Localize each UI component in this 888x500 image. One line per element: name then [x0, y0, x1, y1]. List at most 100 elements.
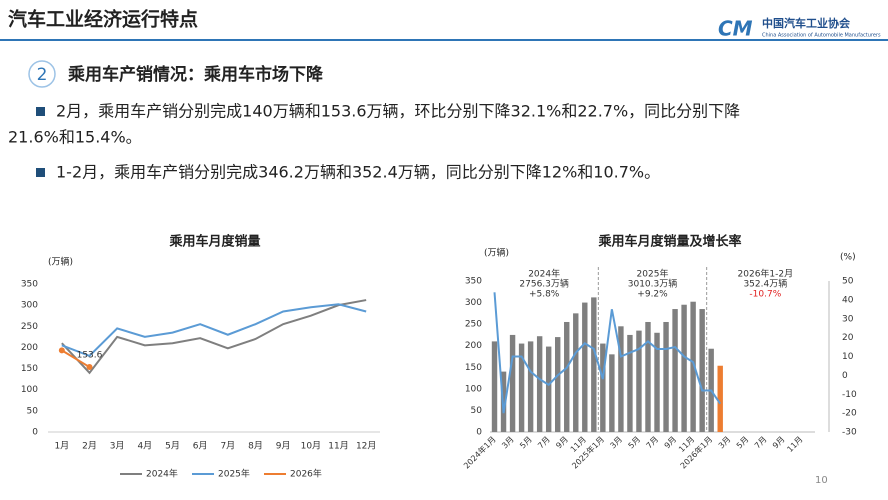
x-tick-label: 2月	[82, 441, 97, 452]
y-tick-label: 350	[21, 280, 38, 290]
bar	[518, 343, 525, 432]
section-heading: 乘用车产销情况：乘用车市场下降	[67, 64, 324, 85]
x-tick-label: 6月	[193, 441, 208, 452]
annotation: 2025年	[637, 268, 669, 280]
x-tick-label: 9月	[554, 435, 570, 451]
y-tick-label: 300	[465, 298, 482, 308]
y-tick-label: 250	[21, 322, 38, 332]
bar	[509, 334, 516, 432]
y-unit: (万辆)	[48, 256, 73, 268]
y-tick-label: 0	[476, 428, 482, 438]
page-number: 10	[815, 475, 828, 486]
annotation: +9.2%	[637, 290, 668, 300]
x-tick-label: 7月	[753, 435, 769, 451]
bar	[555, 337, 561, 432]
x-tick-label: 9月	[663, 435, 679, 451]
y-tick-label: 200	[21, 343, 38, 353]
annotation: +5.8%	[529, 290, 560, 300]
y-tick-label: -20	[842, 409, 857, 419]
y-unit: (万辆)	[484, 247, 509, 259]
bullet-text: 2月，乘用车产销分别完成140万辆和153.6万辆，环比分别下降32.1%和22…	[56, 102, 740, 121]
header-title: 汽车工业经济运行特点	[8, 8, 198, 31]
data-line	[493, 292, 722, 414]
y-tick-label: 100	[21, 385, 38, 395]
bullet-marker	[36, 107, 45, 116]
data-label: 153.6	[77, 351, 103, 361]
y2-unit: (%)	[840, 253, 856, 263]
x-tick-label: 5月	[518, 435, 534, 451]
x-tick-label: 3月	[608, 435, 624, 451]
y-tick-label: 50	[27, 406, 39, 416]
x-tick-label: 4月	[137, 441, 152, 452]
bar	[717, 365, 723, 432]
x-tick-label: 8月	[248, 441, 263, 452]
y-tick-label: 40	[842, 295, 854, 305]
bar	[627, 334, 633, 432]
y-tick-label: -10	[842, 390, 857, 400]
y-tick-label: 350	[465, 277, 482, 287]
x-tick-label: 5月	[735, 435, 751, 451]
y-tick-label: 250	[465, 320, 482, 330]
data-line	[61, 349, 91, 368]
bar	[663, 321, 669, 432]
x-tick-label: 5月	[165, 441, 180, 452]
bar	[600, 343, 606, 432]
bar	[582, 302, 588, 432]
bar	[527, 341, 534, 432]
y-tick-label: 20	[842, 333, 854, 343]
y-tick-label: 150	[21, 364, 38, 374]
y-tick-label: 10	[842, 352, 854, 362]
y-tick-label: 50	[842, 277, 854, 287]
bar	[609, 354, 615, 432]
legend-label: 2024年	[146, 468, 178, 480]
annotation: -10.7%	[749, 290, 781, 300]
bullet-text: 1-2月，乘用车产销分别完成346.2万辆和352.4万辆，同比分别下降12%和…	[56, 163, 660, 182]
x-tick-label: 11月	[328, 441, 348, 452]
annotation: 352.4万辆	[743, 278, 787, 290]
x-tick-label: 3月	[500, 435, 516, 451]
y-tick-label: 0	[32, 428, 38, 438]
x-tick-label: 7月	[220, 441, 235, 452]
bar	[536, 336, 543, 432]
logo-mark: CM	[718, 17, 753, 41]
bar	[681, 304, 687, 432]
bar	[618, 326, 624, 432]
x-tick-label: 5月	[627, 435, 643, 451]
section-number: 2	[37, 65, 48, 85]
x-tick-label: 9月	[276, 441, 291, 452]
x-tick-label: 7月	[645, 435, 661, 451]
bar	[591, 297, 597, 432]
chart-title: 乘用车月度销量及增长率	[597, 234, 741, 250]
data-line	[61, 299, 367, 375]
bar	[636, 330, 642, 432]
y-tick-label: 0	[842, 371, 848, 381]
y-tick-label: 30	[842, 314, 854, 324]
x-tick-label: 3月	[717, 435, 733, 451]
bar	[654, 332, 660, 432]
bullet-marker	[36, 168, 45, 177]
data-point	[58, 347, 65, 354]
legend-label: 2026年	[290, 468, 322, 480]
annotation: 3010.3万辆	[628, 278, 678, 290]
chart-title: 乘用车月度销量	[168, 234, 260, 250]
annotation: 2756.3万辆	[519, 278, 569, 290]
bar	[699, 309, 705, 432]
data-point	[86, 364, 93, 371]
y-tick-label: 100	[465, 384, 482, 394]
logo-name: 中国汽车工业协会	[762, 16, 851, 30]
bar	[645, 321, 651, 432]
x-tick-label: 3月	[110, 441, 125, 452]
y-tick-label: -30	[842, 428, 857, 438]
bar	[564, 321, 570, 432]
y-tick-label: 150	[465, 363, 482, 373]
bar	[545, 346, 552, 432]
y-tick-label: 200	[465, 341, 482, 351]
data-line	[61, 303, 367, 358]
bar	[672, 309, 678, 432]
x-tick-label: 7月	[536, 435, 552, 451]
section-badge	[28, 60, 56, 88]
legend-label: 2025年	[218, 468, 250, 480]
logo-sub: China Association of Automobile Manufact…	[762, 33, 881, 39]
bar	[573, 313, 579, 432]
